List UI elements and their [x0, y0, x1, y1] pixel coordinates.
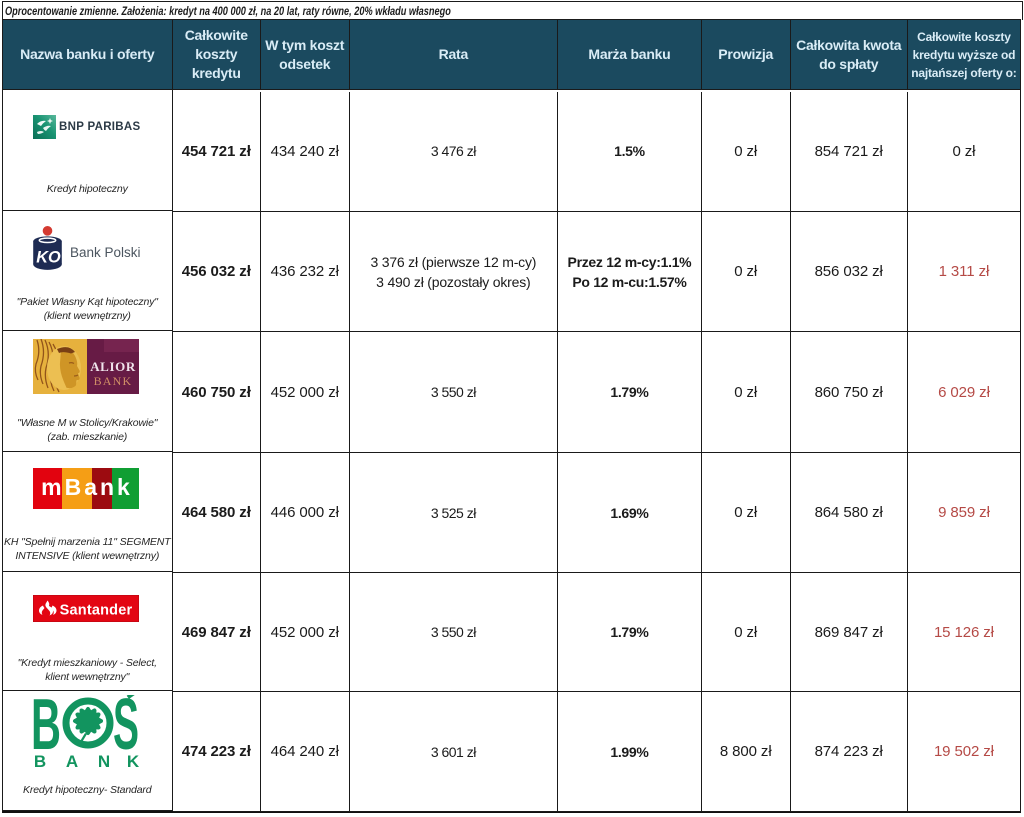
svg-text:N: N [98, 752, 110, 770]
svg-text:BANK: BANK [94, 374, 133, 388]
svg-text:ALIOR: ALIOR [90, 359, 136, 374]
svg-text:A: A [66, 752, 78, 770]
svg-text:B: B [33, 695, 61, 765]
svg-text:Santander: Santander [60, 602, 133, 618]
svg-text:K: K [127, 752, 139, 770]
svg-text:B: B [34, 752, 46, 770]
svg-text:S: S [113, 695, 139, 765]
svg-text:mBank: mBank [41, 474, 133, 500]
svg-text:KO: KO [36, 248, 61, 266]
